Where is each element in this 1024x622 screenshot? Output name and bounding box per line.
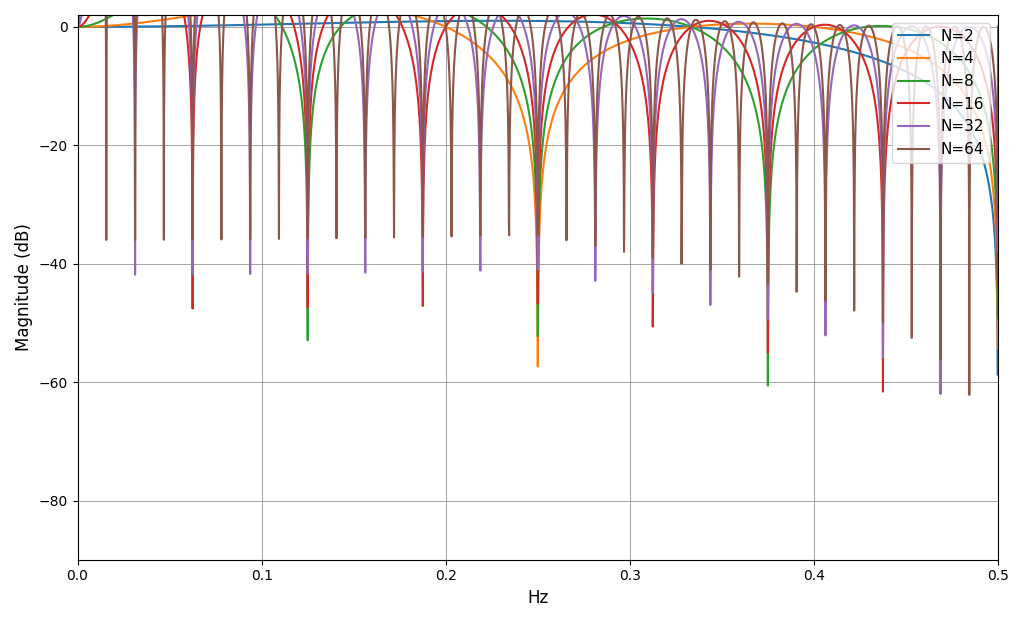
- N=16: [144, 0, 157, 1]
- N=8: [820, 37, 833, 44]
- N=4: [969, 108, 981, 115]
- N=16: [992, 23, 1005, 30]
- N=32: [820, 215, 833, 223]
- N=2: [991, 371, 1004, 379]
- N=4: [144, 18, 157, 26]
- N=4: [685, 23, 697, 30]
- N=16: [685, 23, 697, 30]
- N=64: [144, 0, 157, 1]
- N=8: [138, 0, 151, 1]
- N=32: [72, 23, 84, 30]
- N=16: [969, 48, 981, 55]
- N=64: [886, 31, 898, 39]
- Line: N=4: N=4: [78, 4, 998, 366]
- N=64: [685, 22, 697, 30]
- N=8: [934, 39, 946, 46]
- N=4: [72, 23, 84, 30]
- N=64: [992, 23, 1005, 30]
- Legend: N=2, N=4, N=8, N=16, N=32, N=64: N=2, N=4, N=8, N=16, N=32, N=64: [892, 22, 990, 163]
- N=2: [495, 17, 507, 24]
- Y-axis label: Magnitude (dB): Magnitude (dB): [15, 223, 33, 351]
- Line: N=32: N=32: [78, 0, 998, 394]
- X-axis label: Hz: Hz: [527, 589, 549, 607]
- N=16: [820, 21, 833, 29]
- Line: N=2: N=2: [78, 21, 998, 375]
- N=4: [820, 24, 833, 32]
- N=16: [934, 23, 946, 30]
- N=16: [886, 90, 898, 98]
- N=8: [886, 23, 898, 30]
- N=8: [762, 382, 774, 389]
- N=32: [969, 25, 981, 32]
- N=2: [934, 89, 946, 96]
- N=8: [144, 0, 157, 1]
- N=64: [934, 175, 946, 183]
- N=64: [74, 0, 86, 1]
- N=8: [72, 23, 84, 30]
- N=2: [685, 23, 697, 30]
- N=2: [72, 23, 84, 30]
- N=4: [312, 0, 325, 7]
- N=2: [992, 23, 1005, 30]
- N=4: [886, 40, 898, 47]
- N=64: [72, 23, 84, 30]
- N=32: [144, 0, 157, 1]
- N=64: [969, 55, 981, 62]
- N=2: [144, 23, 157, 30]
- N=32: [886, 59, 898, 67]
- N=32: [934, 390, 946, 397]
- N=32: [992, 23, 1005, 30]
- Line: N=64: N=64: [78, 0, 998, 395]
- N=16: [72, 23, 84, 30]
- N=32: [934, 210, 946, 218]
- N=16: [93, 0, 105, 1]
- N=2: [820, 42, 833, 49]
- N=64: [964, 391, 976, 399]
- N=4: [531, 363, 544, 370]
- N=8: [685, 23, 697, 30]
- N=8: [992, 23, 1005, 30]
- N=2: [886, 62, 898, 69]
- Line: N=16: N=16: [78, 0, 998, 392]
- N=32: [685, 24, 697, 31]
- N=2: [968, 132, 980, 140]
- N=8: [969, 78, 981, 85]
- N=64: [820, 180, 833, 188]
- N=4: [934, 65, 946, 72]
- N=16: [877, 388, 889, 396]
- Line: N=8: N=8: [78, 0, 998, 386]
- N=32: [79, 0, 91, 1]
- N=4: [992, 23, 1005, 30]
